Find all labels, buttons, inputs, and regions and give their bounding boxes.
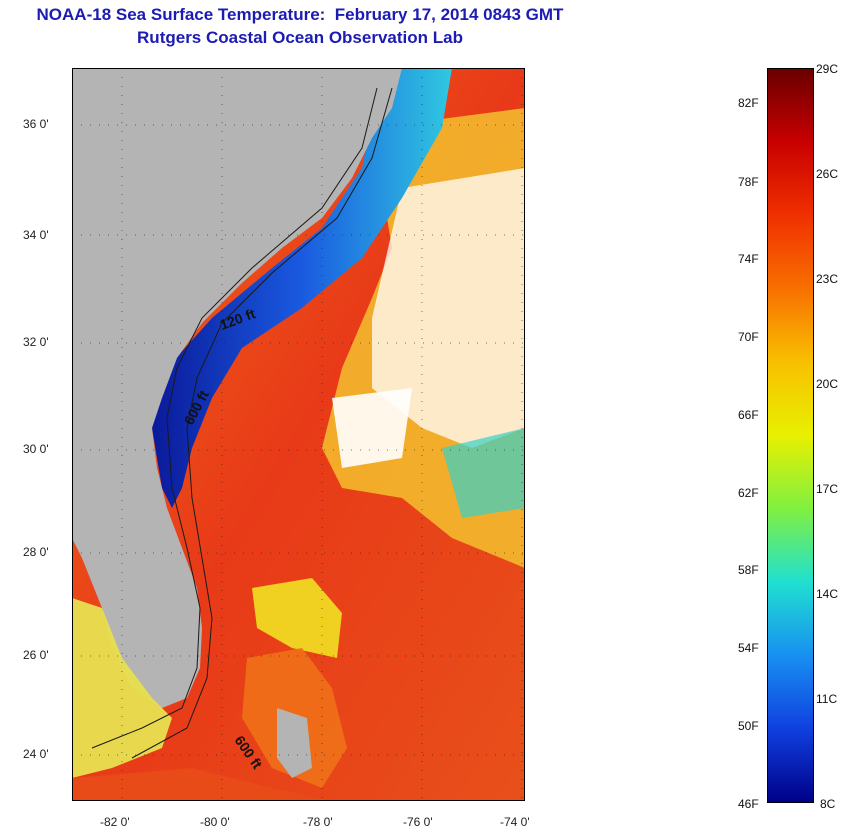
lon-label-74: -74 0' — [500, 815, 530, 829]
lat-label-24: 24 0' — [23, 747, 49, 761]
straits-water — [72, 768, 332, 801]
lat-label-36: 36 0' — [23, 117, 49, 131]
lon-label-76: -76 0' — [403, 815, 433, 829]
lon-label-78: -78 0' — [303, 815, 333, 829]
cb-c-17: 17C — [816, 482, 839, 496]
sst-map: 120 ft 600 ft 600 ft — [72, 68, 525, 801]
title-block: NOAA-18 Sea Surface Temperature: Februar… — [0, 4, 600, 50]
cb-c-29: 29C — [816, 62, 839, 76]
cb-f-46: 46F — [738, 797, 759, 811]
lon-label-80: -80 0' — [200, 815, 230, 829]
cb-f-50: 50F — [738, 719, 759, 733]
lon-label-82: -82 0' — [100, 815, 130, 829]
cb-f-78: 78F — [738, 175, 759, 189]
gulf-shelf-water — [72, 598, 172, 778]
contour-120ft — [91, 87, 378, 749]
cb-c-23: 23C — [816, 272, 839, 286]
lat-label-32: 32 0' — [23, 335, 49, 349]
little-bahama-bank — [252, 578, 342, 658]
map-title: NOAA-18 Sea Surface Temperature: Februar… — [36, 5, 564, 24]
cb-f-82: 82F — [738, 96, 759, 110]
cb-c-14: 14C — [816, 587, 839, 601]
cb-f-66: 66F — [738, 408, 759, 422]
lat-label-26: 26 0' — [23, 648, 49, 662]
cb-c-11: 11C — [816, 692, 838, 706]
andros-island — [277, 708, 312, 778]
cb-f-58: 58F — [738, 563, 759, 577]
cold-shelf-water — [152, 68, 452, 508]
cloud-region — [372, 168, 525, 448]
cloud-patch — [332, 388, 412, 468]
us-land — [72, 68, 402, 708]
cb-c-26: 26C — [816, 167, 839, 181]
cb-c-20: 20C — [816, 377, 839, 391]
temperature-colorbar — [767, 68, 814, 803]
cb-f-74: 74F — [738, 252, 759, 266]
lat-label-30: 30 0' — [23, 442, 49, 456]
cb-f-54: 54F — [738, 641, 759, 655]
lat-label-28: 28 0' — [23, 545, 49, 559]
cb-f-62: 62F — [738, 486, 759, 500]
cb-f-70: 70F — [738, 330, 759, 344]
sst-map-svg: 120 ft 600 ft 600 ft — [72, 68, 525, 801]
cb-c-8: 8C — [820, 797, 836, 811]
contour-600ft — [131, 87, 393, 759]
lat-label-34: 34 0' — [23, 228, 49, 242]
map-subtitle: Rutgers Coastal Ocean Observation Lab — [137, 28, 463, 47]
